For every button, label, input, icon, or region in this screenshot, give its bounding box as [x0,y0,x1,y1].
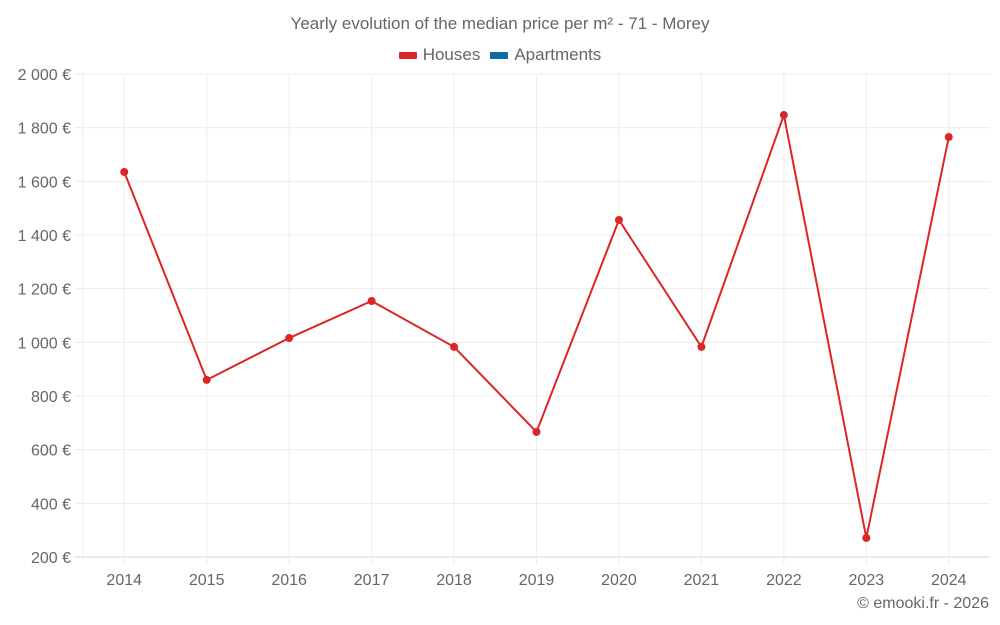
legend-item-apartments[interactable]: Apartments [490,45,601,65]
data-point[interactable] [532,427,541,436]
legend-label-houses: Houses [422,45,481,64]
data-point[interactable] [450,342,459,351]
credit-text: © emooki.fr - 2026 [857,595,989,612]
x-tick-label: 2014 [106,572,142,589]
data-point[interactable] [367,297,376,306]
x-tick-label: 2016 [271,572,307,589]
y-tick-label: 2 000 € [18,67,71,84]
houses-swatch-icon [398,51,417,59]
data-point[interactable] [285,334,294,343]
x-tick-label: 2022 [766,572,802,589]
y-tick-label: 1 600 € [18,174,71,191]
y-tick-label: 600 € [31,443,71,460]
apartments-swatch-icon [490,51,509,59]
data-point[interactable] [202,375,211,384]
x-tick-label: 2021 [684,572,720,589]
x-tick-label: 2024 [931,572,967,589]
chart-legend: Houses Apartments [0,45,1000,65]
data-point[interactable] [120,167,129,176]
legend-label-apartments: Apartments [514,45,602,64]
data-point[interactable] [697,342,706,351]
data-point[interactable] [862,533,871,542]
x-tick-label: 2020 [601,572,637,589]
y-tick-label: 800 € [31,389,71,406]
y-tick-label: 1 200 € [18,282,71,299]
legend-item-houses[interactable]: Houses [398,45,481,65]
y-tick-label: 400 € [31,496,71,513]
data-point[interactable] [614,215,623,224]
chart-title: Yearly evolution of the median price per… [290,14,710,33]
x-tick-label: 2017 [354,572,390,589]
data-point[interactable] [779,111,788,120]
x-tick-label: 2023 [849,572,885,589]
x-tick-label: 2015 [189,572,225,589]
y-tick-label: 1 000 € [18,335,71,352]
y-tick-label: 200 € [31,550,71,567]
x-tick-label: 2018 [436,572,472,589]
x-tick-label: 2019 [519,572,555,589]
y-tick-label: 1 800 € [18,121,71,138]
y-tick-label: 1 400 € [18,228,71,245]
data-point[interactable] [944,133,953,142]
